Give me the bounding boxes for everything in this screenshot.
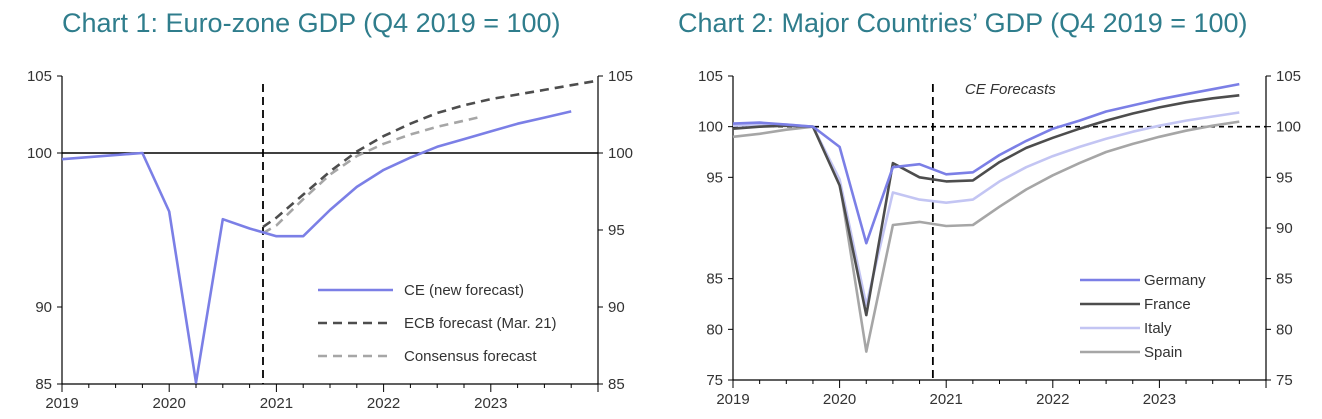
- chart2-xtick-label: 2022: [1036, 391, 1069, 408]
- chart1-legend-label-ecb-forecast-mar-21: ECB forecast (Mar. 21): [404, 315, 557, 332]
- chart1-ytick-right-label: 85: [608, 376, 625, 393]
- chart1-ytick-left-label: 85: [35, 376, 52, 393]
- chart2-ytick-right-label: 95: [1276, 169, 1293, 186]
- chart2-ytick-right-label: 100: [1276, 119, 1301, 136]
- chart1-ytick-left-label: 90: [35, 299, 52, 316]
- chart2-legend-label-spain: Spain: [1144, 344, 1182, 361]
- chart2-annotation: CE Forecasts: [965, 81, 1056, 98]
- chart1-ytick-right-label: 100: [608, 145, 633, 162]
- chart2-ytick-right-label: 80: [1276, 321, 1293, 338]
- chart1-series-ce-new-forecast: [61, 110, 572, 384]
- chart2-legend-label-france: France: [1144, 296, 1191, 313]
- chart2-ytick-left-label: 105: [698, 68, 723, 85]
- chart2-xtick-label: 2020: [823, 391, 856, 408]
- chart1-xtick-label: 2020: [153, 395, 186, 412]
- chart2-ytick-right-label: 105: [1276, 68, 1301, 85]
- chart2-xtick-label: 2021: [930, 391, 963, 408]
- chart1-xtick-label: 2023: [474, 395, 507, 412]
- chart2-series-france: [732, 94, 1240, 317]
- chart1-series-ecb-forecast-mar-21: [262, 79, 599, 228]
- chart1-title: Chart 1: Euro-zone GDP (Q4 2019 = 100): [62, 8, 561, 38]
- chart1-series-consensus-forecast: [262, 116, 478, 235]
- chart2-ytick-left-label: 75: [706, 372, 723, 389]
- chart2-legend-label-italy: Italy: [1144, 320, 1172, 337]
- chart1-xtick-label: 2019: [45, 395, 78, 412]
- chart2-ytick-left-label: 80: [706, 321, 723, 338]
- chart2-ytick-left-label: 100: [698, 119, 723, 136]
- chart2-ytick-right-label: 75: [1276, 372, 1293, 389]
- chart2-xtick-label: 2023: [1143, 391, 1176, 408]
- chart2-series-germany: [732, 82, 1240, 245]
- chart1-ytick-right-label: 90: [608, 299, 625, 316]
- chart1-ytick-right-label: 95: [608, 222, 625, 239]
- chart2-ytick-right-label: 85: [1276, 271, 1293, 288]
- chart2-title: Chart 2: Major Countries’ GDP (Q4 2019 =…: [678, 8, 1248, 38]
- chart2-ytick-right-label: 90: [1276, 220, 1293, 237]
- chart2-ytick-left-label: 85: [706, 271, 723, 288]
- chart1-ytick-left-label: 100: [27, 145, 52, 162]
- chart2-legend-label-germany: Germany: [1144, 272, 1206, 289]
- chart1-legend-label-ce-new-forecast: CE (new forecast): [404, 282, 524, 299]
- chart1-ytick-right-label: 105: [608, 68, 633, 85]
- chart2-xtick-label: 2019: [716, 391, 749, 408]
- chart1-legend-label-consensus-forecast: Consensus forecast: [404, 348, 537, 365]
- chart2-series-spain: [732, 120, 1240, 353]
- chart1-xtick-label: 2022: [367, 395, 400, 412]
- chart2-ytick-left-label: 95: [706, 169, 723, 186]
- chart1-xtick-label: 2021: [260, 395, 293, 412]
- chart1-ytick-left-label: 105: [27, 68, 52, 85]
